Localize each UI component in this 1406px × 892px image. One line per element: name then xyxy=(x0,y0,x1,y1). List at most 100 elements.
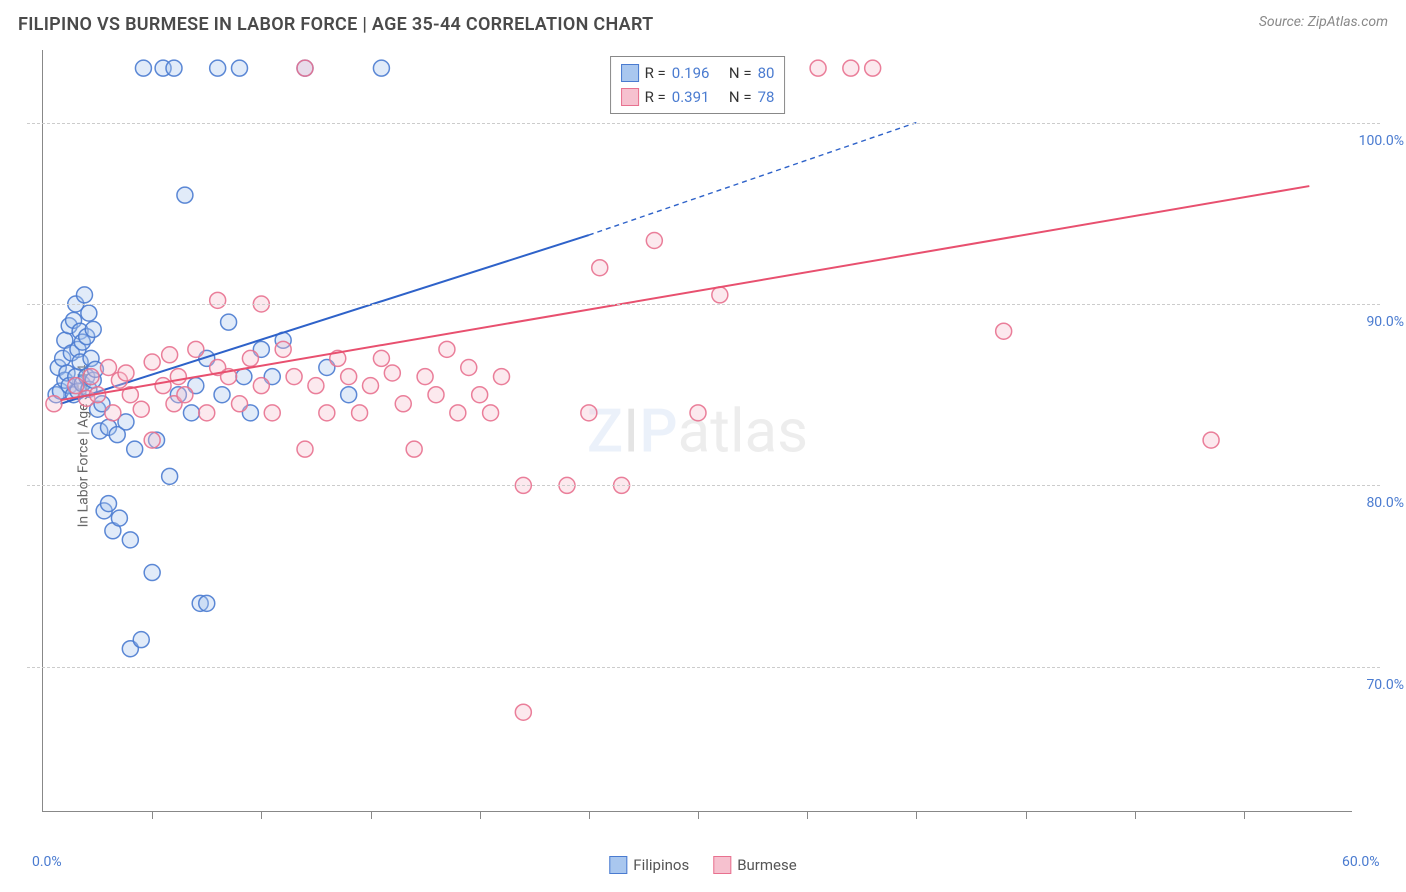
x-tick xyxy=(371,811,372,819)
data-point xyxy=(118,365,134,381)
legend-series-item: Filipinos xyxy=(609,856,689,874)
data-point xyxy=(232,60,248,76)
legend-swatch xyxy=(609,856,627,874)
data-point xyxy=(690,405,706,421)
gridline xyxy=(27,304,1380,305)
data-point xyxy=(162,347,178,363)
data-point xyxy=(105,405,121,421)
x-tick xyxy=(589,811,590,819)
plot-area: ZIPatlas R = 0.196 N = 80 R = 0.391 N = … xyxy=(42,50,1352,812)
data-point xyxy=(996,323,1012,339)
data-point xyxy=(111,510,127,526)
data-point xyxy=(1203,432,1219,448)
data-point xyxy=(188,341,204,357)
data-point xyxy=(127,441,143,457)
data-point xyxy=(236,369,252,385)
x-tick-label: 60.0% xyxy=(1342,854,1380,870)
legend-swatch xyxy=(621,88,639,106)
data-point xyxy=(865,60,881,76)
gridline xyxy=(27,123,1380,124)
x-tick xyxy=(698,811,699,819)
data-point xyxy=(144,432,160,448)
data-point xyxy=(162,468,178,484)
data-point xyxy=(133,401,149,417)
data-point xyxy=(395,396,411,412)
data-point xyxy=(308,378,324,394)
legend-series: Filipinos Burmese xyxy=(609,856,796,874)
data-point xyxy=(297,60,313,76)
legend-r-value: 0.196 xyxy=(672,61,710,85)
legend-r-label: R = xyxy=(645,85,666,109)
x-tick xyxy=(1135,811,1136,819)
data-point xyxy=(341,387,357,403)
data-point xyxy=(384,365,400,381)
data-point xyxy=(46,396,62,412)
scatter-svg xyxy=(43,50,1352,811)
x-tick-label: 0.0% xyxy=(32,854,62,870)
data-point xyxy=(68,378,84,394)
data-point xyxy=(843,60,859,76)
data-point xyxy=(166,60,182,76)
data-point xyxy=(214,387,230,403)
trend-line-extrap xyxy=(589,123,917,235)
data-point xyxy=(199,595,215,611)
data-point xyxy=(253,378,269,394)
data-point xyxy=(352,405,368,421)
data-point xyxy=(122,532,138,548)
data-point xyxy=(581,405,597,421)
data-point xyxy=(275,341,291,357)
data-point xyxy=(83,369,99,385)
x-tick xyxy=(807,811,808,819)
data-point xyxy=(199,405,215,421)
data-point xyxy=(515,704,531,720)
data-point xyxy=(592,260,608,276)
data-point xyxy=(373,60,389,76)
legend-series-label: Burmese xyxy=(737,856,797,874)
data-point xyxy=(319,405,335,421)
data-point xyxy=(183,405,199,421)
data-point xyxy=(483,405,499,421)
x-tick xyxy=(1026,811,1027,819)
chart-title: FILIPINO VS BURMESE IN LABOR FORCE | AGE… xyxy=(18,14,654,35)
legend-swatch xyxy=(713,856,731,874)
legend-n-value: 78 xyxy=(758,85,775,109)
legend-n-label: N = xyxy=(729,85,752,109)
legend-n-label: N = xyxy=(729,61,752,85)
data-point xyxy=(286,369,302,385)
data-point xyxy=(461,360,477,376)
data-point xyxy=(210,292,226,308)
data-point xyxy=(428,387,444,403)
data-point xyxy=(810,60,826,76)
data-point xyxy=(210,60,226,76)
legend-r-label: R = xyxy=(645,61,666,85)
data-point xyxy=(439,341,455,357)
y-tick-label: 80.0% xyxy=(1366,495,1404,511)
data-point xyxy=(221,314,237,330)
data-point xyxy=(472,387,488,403)
data-point xyxy=(177,187,193,203)
x-tick xyxy=(152,811,153,819)
data-point xyxy=(170,369,186,385)
data-point xyxy=(133,632,149,648)
data-point xyxy=(101,496,117,512)
data-point xyxy=(232,396,248,412)
data-point xyxy=(341,369,357,385)
gridline xyxy=(27,667,1380,668)
legend-stats: R = 0.196 N = 80 R = 0.391 N = 78 xyxy=(610,56,786,114)
legend-n-value: 80 xyxy=(758,61,775,85)
gridline xyxy=(27,485,1380,486)
data-point xyxy=(101,360,117,376)
y-tick-label: 100.0% xyxy=(1359,133,1404,149)
data-point xyxy=(242,350,258,366)
data-point xyxy=(406,441,422,457)
data-point xyxy=(417,369,433,385)
legend-stat-row: R = 0.196 N = 80 xyxy=(621,61,775,85)
data-point xyxy=(144,354,160,370)
legend-series-label: Filipinos xyxy=(633,856,689,874)
data-point xyxy=(76,287,92,303)
data-point xyxy=(264,405,280,421)
data-point xyxy=(135,60,151,76)
source-label: Source: ZipAtlas.com xyxy=(1259,14,1388,30)
x-tick xyxy=(916,811,917,819)
y-tick-label: 70.0% xyxy=(1366,677,1404,693)
